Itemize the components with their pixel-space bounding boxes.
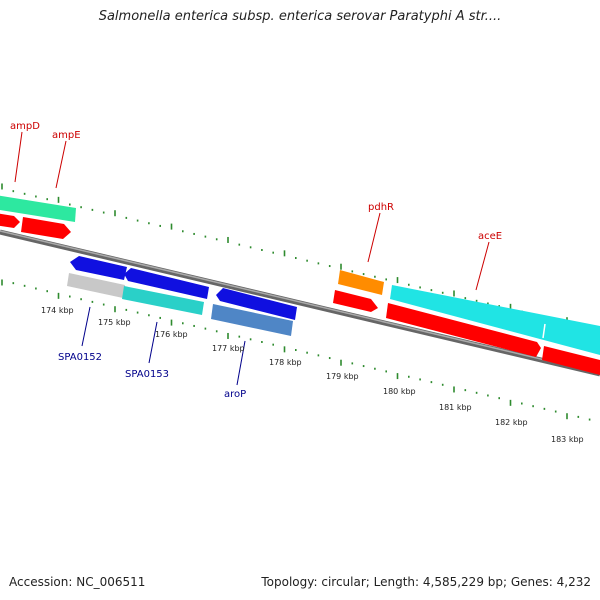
feature-blue-aro[interactable] (216, 288, 297, 320)
kbp-label: 177 kbp (212, 344, 245, 353)
accession-label: Accession: NC_006511 (9, 575, 146, 589)
kbp-labels: 174 kbp 175 kbp 176 kbp 177 kbp 178 kbp … (41, 306, 584, 444)
feature-red-acee[interactable] (386, 303, 541, 357)
feature-red-ampe[interactable] (21, 217, 71, 239)
gene-label-arop[interactable]: aroP (224, 389, 246, 400)
gene-label-acee[interactable]: aceE (478, 231, 502, 242)
kbp-label: 183 kbp (551, 435, 584, 444)
kbp-label: 174 kbp (41, 306, 74, 315)
feature-red-pdhr[interactable] (333, 290, 378, 312)
kbp-label: 181 kbp (439, 403, 472, 412)
upper-tick-row (1, 183, 591, 329)
kbp-label: 176 kbp (155, 330, 188, 339)
lower-tick-row (1, 279, 591, 421)
feature-green-cyan[interactable] (0, 195, 76, 222)
gene-label-ampe[interactable]: ampE (52, 130, 81, 141)
gene-label-spa0152[interactable]: SPA0152 (58, 352, 102, 363)
feature-divider (542, 323, 546, 339)
gene-label-spa0153[interactable]: SPA0153 (125, 369, 169, 380)
map-title: Salmonella enterica subsp. enterica sero… (98, 9, 502, 24)
feature-teal-spa0153[interactable] (122, 286, 204, 315)
forward-features (0, 195, 600, 375)
feature-red-right[interactable] (542, 346, 600, 375)
gene-label-ampd[interactable]: ampD (10, 121, 40, 132)
kbp-label: 182 kbp (495, 418, 528, 427)
kbp-label: 180 kbp (383, 387, 416, 396)
reverse-features (67, 256, 297, 336)
backbone-highlight (0, 230, 600, 374)
kbp-label: 175 kbp (98, 318, 131, 327)
feature-gray-spa0152[interactable] (67, 273, 125, 298)
kbp-label: 178 kbp (269, 358, 302, 367)
gene-label-pdhr[interactable]: pdhR (368, 202, 394, 213)
feature-cyan-acee[interactable] (390, 285, 600, 355)
feature-blue-2[interactable] (124, 268, 209, 299)
backbone-track (0, 229, 600, 377)
feature-red-left[interactable] (0, 213, 20, 228)
label-leaders (14, 131, 490, 386)
feature-steel-arop[interactable] (211, 304, 293, 336)
kbp-label: 179 kbp (326, 372, 359, 381)
topology-summary: Topology: circular; Length: 4,585,229 bp… (261, 575, 591, 589)
feature-orange-pdhr[interactable] (338, 270, 384, 295)
feature-blue-1[interactable] (70, 256, 127, 280)
